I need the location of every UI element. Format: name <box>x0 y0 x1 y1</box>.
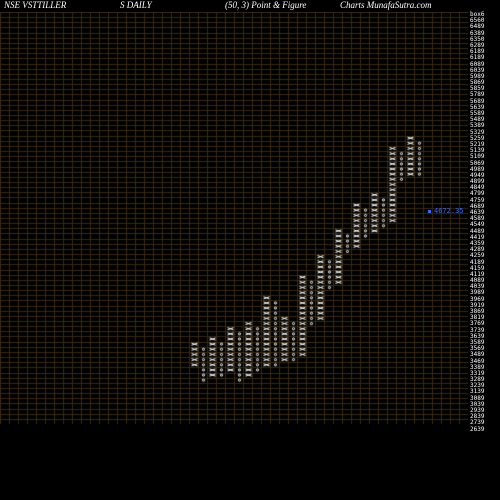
current-price-marker <box>428 210 431 213</box>
current-price-label: 4672.35 <box>434 207 464 215</box>
chart-container: NSE VSTTILLER S DAILY (50, 3) Point & Fi… <box>0 0 500 500</box>
chart-type-label: (50, 3) Point & Figure <box>225 0 306 10</box>
brand-label: Charts MunafaSutra.com <box>340 0 432 10</box>
ticker-label: NSE VSTTILLER <box>4 0 66 10</box>
grid-area <box>0 12 468 424</box>
timeframe-label: S DAILY <box>120 0 152 10</box>
chart-header: NSE VSTTILLER S DAILY (50, 3) Point & Fi… <box>0 0 500 12</box>
pnf-canvas <box>0 12 468 424</box>
y-axis-labels: box6656064896389635062896189618960896039… <box>470 12 500 424</box>
